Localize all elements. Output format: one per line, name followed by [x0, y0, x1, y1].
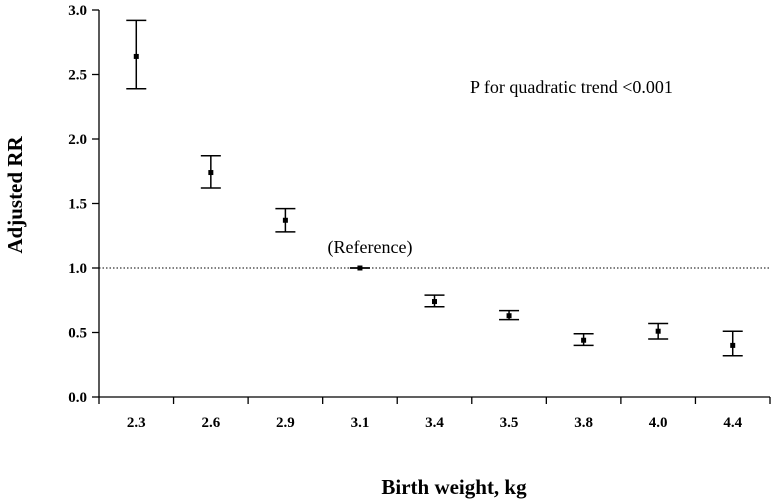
reference-label: (Reference): [328, 237, 413, 258]
x-tick-label: 2.3: [127, 415, 146, 431]
y-tick-label: 1.5: [68, 197, 87, 213]
x-tick-label: 3.5: [500, 415, 519, 431]
x-tick-label: 4.0: [649, 415, 668, 431]
data-point: [581, 337, 587, 343]
y-tick-label: 0.5: [68, 326, 87, 342]
x-tick-label: 3.8: [574, 415, 593, 431]
y-axis: 0.0 0.5 1.0 1.5 2.0 2.5 3.0: [68, 3, 100, 406]
x-tick-label: 3.1: [351, 415, 370, 431]
x-axis: 2.3 2.6 2.9 3.1 3.4 3.5 3.8 4.0 4.4: [98, 396, 771, 431]
x-tick-label: 3.4: [425, 415, 444, 431]
data-point: [282, 217, 288, 223]
data-point: [432, 299, 437, 305]
data-points: [126, 19, 743, 357]
x-tick-label: 4.4: [723, 415, 742, 431]
x-axis-title: Birth weight, kg: [381, 475, 527, 499]
x-tick-label: 2.9: [276, 415, 295, 431]
y-tick-label: 1.0: [68, 261, 87, 277]
data-point: [208, 170, 214, 176]
y-tick-label: 2.0: [68, 132, 87, 148]
x-tick-label: 2.6: [201, 415, 220, 431]
y-tick-label: 3.0: [68, 3, 87, 19]
y-tick-label: 2.5: [68, 68, 87, 84]
data-point: [655, 328, 661, 334]
y-tick-label: 0.0: [68, 390, 87, 406]
data-point: [357, 265, 363, 271]
data-point: [506, 313, 512, 319]
data-point: [133, 53, 139, 59]
data-point: [730, 342, 736, 348]
trend-annotation: P for quadratic trend <0.001: [470, 77, 673, 97]
y-axis-title: Adjusted RR: [3, 136, 27, 254]
